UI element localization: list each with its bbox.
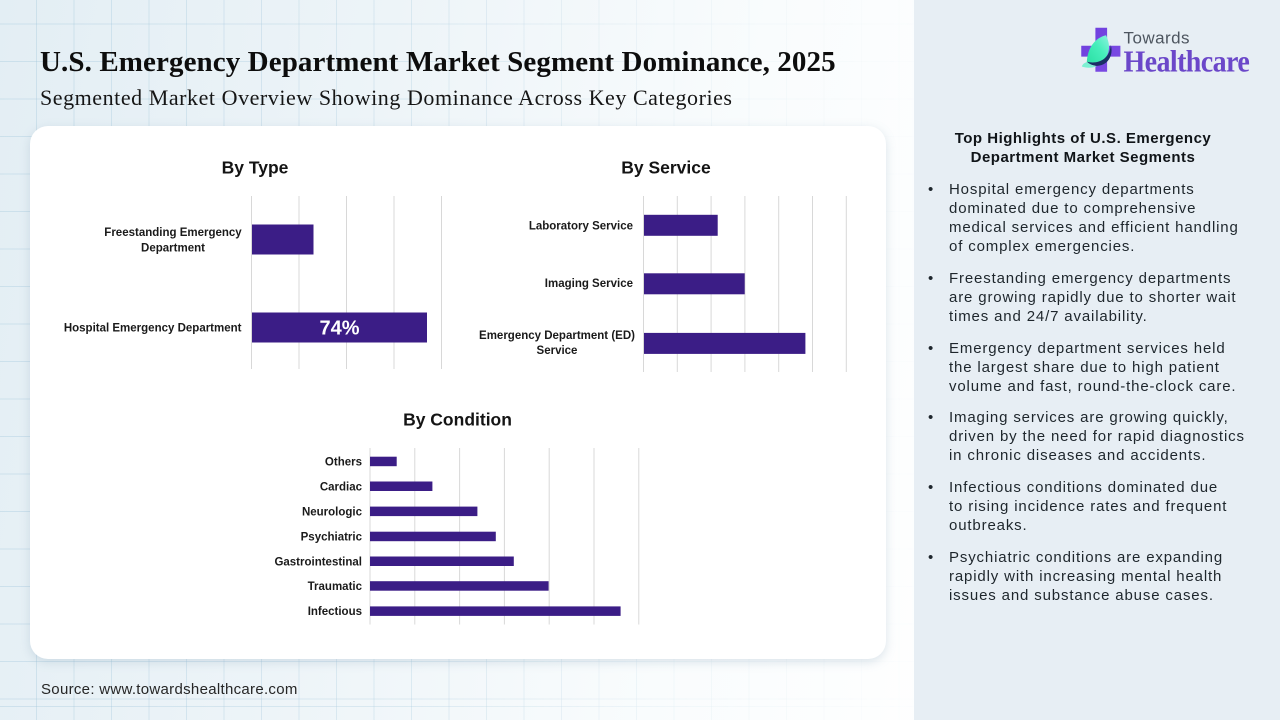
svg-text:Imaging Service: Imaging Service xyxy=(545,278,633,290)
svg-text:Infectious: Infectious xyxy=(308,606,362,618)
svg-text:Service: Service xyxy=(537,345,578,357)
svg-text:74%: 74% xyxy=(319,318,359,340)
svg-text:Gastrointestinal: Gastrointestinal xyxy=(274,556,362,568)
svg-text:Towards: Towards xyxy=(1124,28,1190,47)
svg-text:Healthcare: Healthcare xyxy=(1124,45,1250,79)
svg-text:Neurologic: Neurologic xyxy=(302,506,363,518)
svg-text:By Type: By Type xyxy=(222,158,289,178)
svg-text:By Service: By Service xyxy=(621,158,711,178)
svg-text:By Condition: By Condition xyxy=(403,410,512,430)
svg-text:Cardiac: Cardiac xyxy=(320,481,363,493)
svg-text:Traumatic: Traumatic xyxy=(308,581,363,593)
svg-text:Emergency Department (ED): Emergency Department (ED) xyxy=(479,330,635,342)
svg-text:Department: Department xyxy=(141,243,205,255)
svg-text:Others: Others xyxy=(325,457,362,469)
svg-text:Freestanding Emergency: Freestanding Emergency xyxy=(104,227,242,239)
svg-text:Laboratory Service: Laboratory Service xyxy=(529,221,633,233)
svg-text:Psychiatric: Psychiatric xyxy=(301,532,363,544)
svg-text:Hospital Emergency Department: Hospital Emergency Department xyxy=(64,323,242,335)
